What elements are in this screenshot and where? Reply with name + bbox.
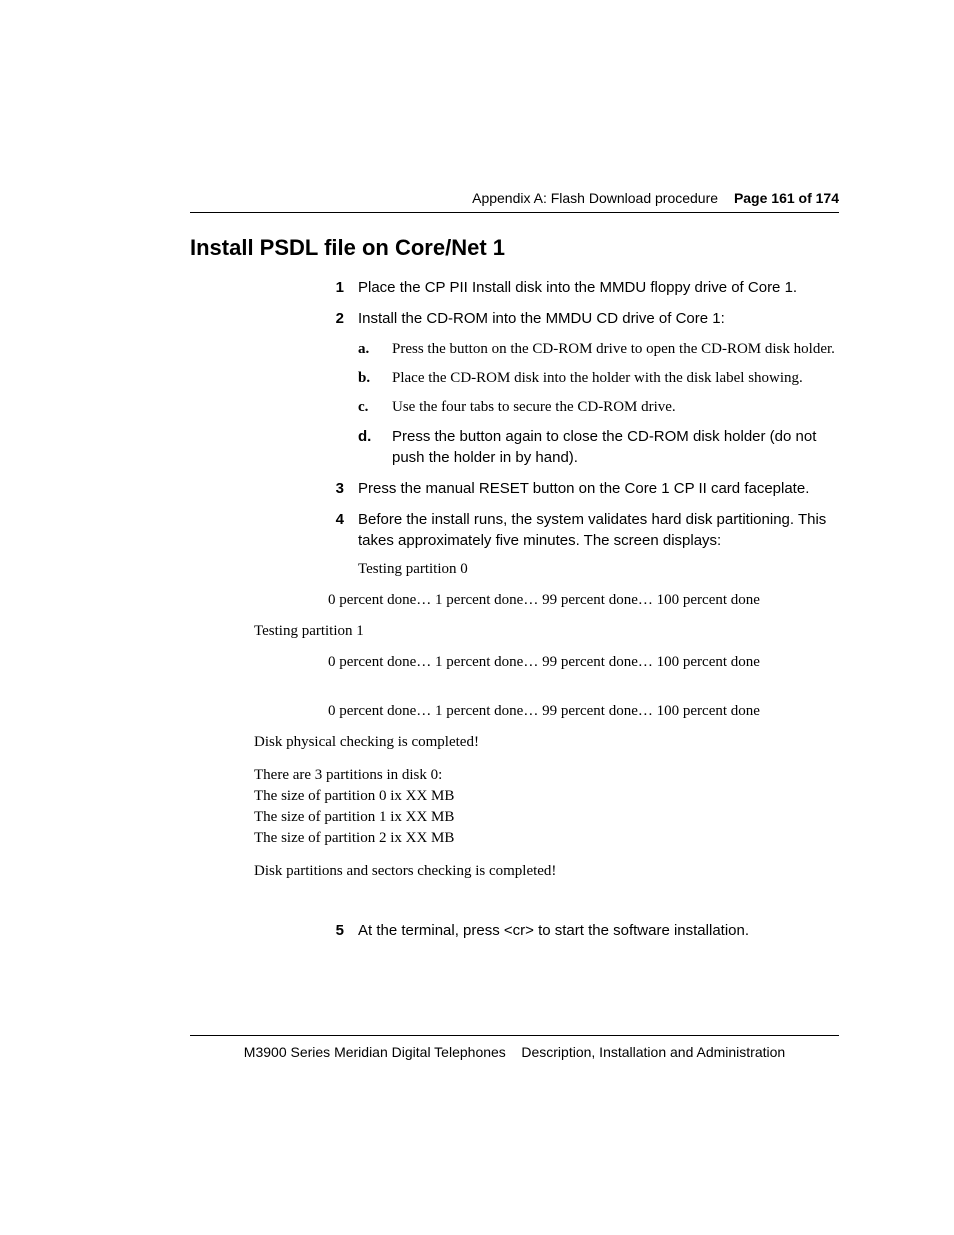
header-page-number: Page 161 of 174 [734,190,839,206]
console-percent-line-3: 0 percent done… 1 percent done… 99 perce… [328,703,839,720]
step-number: 5 [320,920,344,941]
substep-letter: b. [358,368,380,389]
step-3: 3 Press the manual RESET button on the C… [320,478,839,499]
footer-right: Description, Installation and Administra… [521,1044,785,1060]
console-partition-2: The size of partition 2 ix XX MB [254,828,839,849]
substep-text: Use the four tabs to secure the CD-ROM d… [392,397,839,418]
step-4: 4 Before the install runs, the system va… [320,509,839,551]
step-text: Install the CD-ROM into the MMDU CD driv… [358,308,839,329]
console-testing-partition-0: Testing partition 0 [358,561,839,578]
page-footer: M3900 Series Meridian Digital Telephones… [190,1035,839,1060]
console-sectors-check: Disk partitions and sectors checking is … [254,863,839,880]
step-number: 1 [320,277,344,298]
console-partitions-header: There are 3 partitions in disk 0: [254,765,839,786]
console-partition-0: The size of partition 0 ix XX MB [254,786,839,807]
step-2: 2 Install the CD-ROM into the MMDU CD dr… [320,308,839,329]
step-number: 2 [320,308,344,329]
console-testing-partition-1: Testing partition 1 [254,623,839,640]
step-text: Place the CP PII Install disk into the M… [358,277,839,298]
header-appendix: Appendix A: Flash Download procedure [472,190,718,206]
page-header: Appendix A: Flash Download procedure Pag… [190,190,839,213]
step-1: 1 Place the CP PII Install disk into the… [320,277,839,298]
step-5: 5 At the terminal, press <cr> to start t… [320,920,839,941]
step-text: Before the install runs, the system vali… [358,509,839,551]
substep-text: Press the button on the CD-ROM drive to … [392,339,839,360]
substep-letter: c. [358,397,380,418]
step-text: At the terminal, press <cr> to start the… [358,920,839,941]
console-physical-check: Disk physical checking is completed! [254,734,839,751]
console-partition-1: The size of partition 1 ix XX MB [254,807,839,828]
console-partition-list: There are 3 partitions in disk 0: The si… [254,765,839,849]
substep-text: Place the CD-ROM disk into the holder wi… [392,368,839,389]
substep-2a: a. Press the button on the CD-ROM drive … [358,339,839,360]
substep-letter: a. [358,339,380,360]
substep-text: Press the button again to close the CD-R… [392,426,839,468]
section-title: Install PSDL file on Core/Net 1 [190,235,839,261]
footer-left: M3900 Series Meridian Digital Telephones [244,1044,506,1060]
document-page: Appendix A: Flash Download procedure Pag… [0,0,954,1235]
console-percent-line-2: 0 percent done… 1 percent done… 99 perce… [328,654,839,671]
substep-2b: b. Place the CD-ROM disk into the holder… [358,368,839,389]
substep-letter: d. [358,426,380,468]
step-number: 4 [320,509,344,551]
console-percent-line-1: 0 percent done… 1 percent done… 99 perce… [328,592,839,609]
substep-2d: d. Press the button again to close the C… [358,426,839,468]
step-number: 3 [320,478,344,499]
step-text: Press the manual RESET button on the Cor… [358,478,839,499]
substep-2c: c. Use the four tabs to secure the CD-RO… [358,397,839,418]
